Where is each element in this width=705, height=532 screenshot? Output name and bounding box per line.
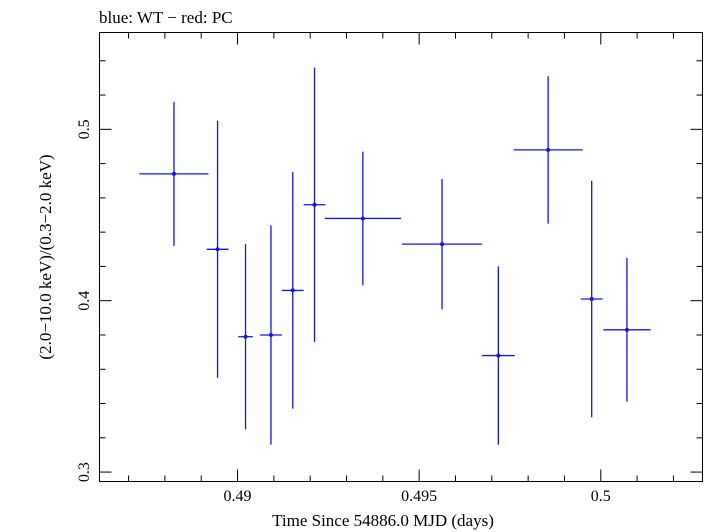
point-marker bbox=[243, 334, 248, 339]
y-axis-label: (2.0−10.0 keV)/(0.3−2.0 keV) bbox=[36, 154, 55, 359]
x-tick-label: 0.5 bbox=[591, 488, 611, 505]
point-marker bbox=[496, 353, 501, 358]
point-marker bbox=[360, 216, 365, 221]
chart-title: blue: WT − red: PC bbox=[99, 8, 233, 27]
y-tick-label: 0.3 bbox=[76, 462, 93, 482]
point-marker bbox=[312, 202, 317, 207]
point-marker bbox=[268, 332, 273, 337]
data-point bbox=[603, 257, 651, 402]
axis-ticks: 0.49 0.495 0.5 0.3 0.4 0.5 bbox=[76, 32, 703, 505]
point-marker bbox=[171, 171, 176, 176]
x-tick-label: 0.49 bbox=[224, 488, 252, 505]
data-point bbox=[303, 67, 326, 342]
data-points bbox=[139, 67, 651, 445]
data-point bbox=[324, 151, 401, 286]
data-point bbox=[260, 225, 282, 445]
data-point bbox=[139, 101, 209, 246]
data-point bbox=[238, 244, 253, 430]
data-point bbox=[206, 120, 229, 378]
data-point bbox=[402, 179, 483, 310]
point-marker bbox=[440, 242, 445, 247]
point-marker bbox=[589, 296, 594, 301]
point-marker bbox=[290, 288, 295, 293]
data-point bbox=[482, 266, 515, 445]
y-tick-label: 0.5 bbox=[76, 119, 93, 139]
x-tick-label: 0.495 bbox=[401, 488, 437, 505]
point-marker bbox=[215, 247, 220, 252]
data-point bbox=[580, 180, 603, 418]
point-marker bbox=[546, 147, 551, 152]
plot-frame bbox=[99, 32, 703, 482]
y-tick-label: 0.4 bbox=[76, 291, 93, 311]
x-axis-label: Time Since 54886.0 MJD (days) bbox=[272, 511, 494, 530]
point-marker bbox=[624, 327, 629, 332]
data-point bbox=[513, 76, 583, 224]
data-point bbox=[281, 172, 304, 409]
